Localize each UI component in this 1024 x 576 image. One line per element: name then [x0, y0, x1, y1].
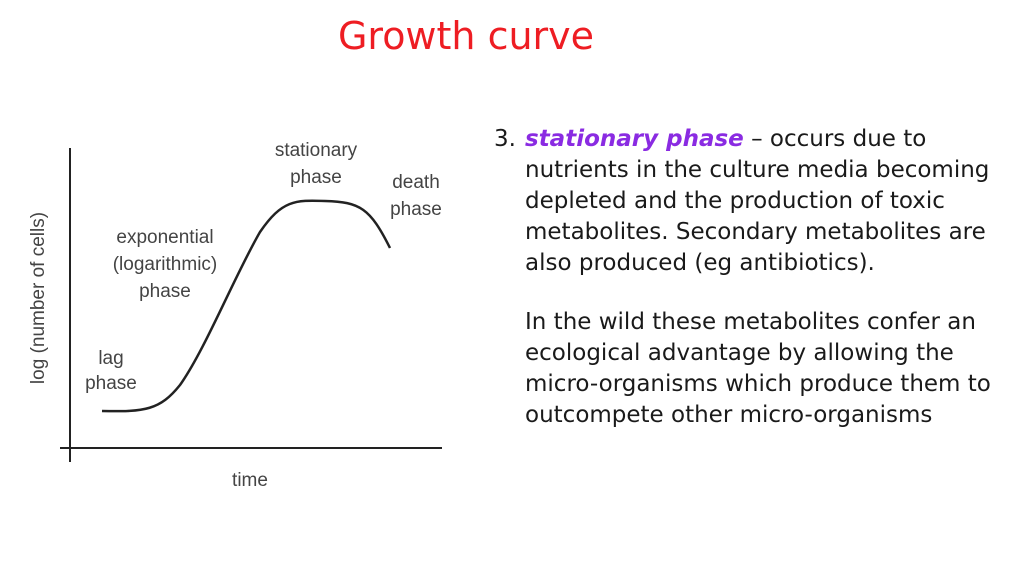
- death-phase-label-line2: phase: [390, 199, 442, 220]
- exponential-phase-label-line1: exponential: [116, 227, 213, 248]
- keyword-stationary-phase: stationary phase: [525, 126, 744, 152]
- lag-phase-label-line1: lag: [98, 348, 123, 369]
- item-number: 3.: [494, 126, 516, 152]
- exponential-phase-label-line3: phase: [139, 281, 191, 302]
- point-body: – occurs due to nutrients in the culture…: [525, 126, 990, 276]
- x-axis-label: time: [232, 470, 268, 491]
- stationary-phase-label-line1: stationary: [275, 140, 358, 161]
- lag-phase-label-line2: phase: [85, 373, 137, 394]
- explanation-text: 3. stationary phase – occurs due to nutri…: [494, 124, 1009, 431]
- growth-curve-diagram: log (number of cells) time lag phase exp…: [20, 120, 460, 500]
- growth-curve-line: [101, 199, 392, 413]
- slide-title: Growth curve: [337, 14, 595, 58]
- y-axis-label: log (number of cells): [28, 212, 49, 384]
- stationary-phase-label-line2: phase: [290, 167, 342, 188]
- death-phase-label-line1: death: [392, 172, 440, 193]
- exponential-phase-label-line2: (logarithmic): [113, 254, 218, 275]
- ecological-advantage-paragraph: In the wild these metabolites confer an …: [525, 309, 991, 428]
- growth-curve-svg: log (number of cells) time lag phase exp…: [28, 140, 442, 491]
- stationary-phase-point: 3. stationary phase – occurs due to nutri…: [494, 124, 1009, 279]
